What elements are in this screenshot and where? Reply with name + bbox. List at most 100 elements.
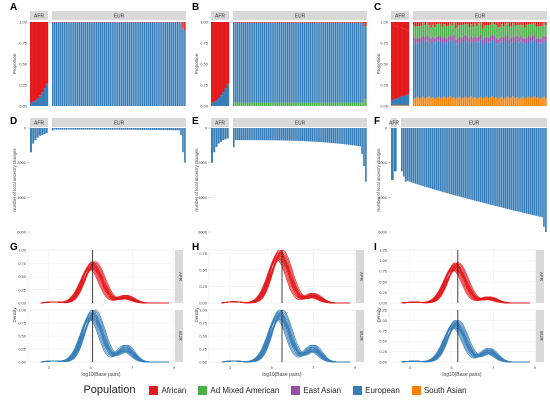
bar-segment <box>504 97 507 106</box>
bar <box>84 128 87 130</box>
bar-segment <box>236 22 239 23</box>
bar-segment <box>402 28 405 96</box>
bar <box>516 128 518 212</box>
panel-letter-h: H <box>192 242 199 253</box>
bar-segment <box>109 22 111 107</box>
bar <box>63 128 66 130</box>
bar-segment <box>430 98 432 106</box>
y-tick-label: 4000 <box>198 195 208 200</box>
bar-segment <box>441 97 444 106</box>
bar-segment <box>180 22 182 107</box>
y-tick-label: 2000 <box>378 160 388 165</box>
y-tick-label: 0.25 <box>379 290 388 295</box>
bar <box>278 128 281 141</box>
bar-segment <box>445 98 448 106</box>
bar <box>332 128 335 144</box>
y-tick-label: 0.00 <box>18 360 27 365</box>
bar-segment <box>439 98 442 106</box>
bar-segment <box>402 105 405 106</box>
bar-segment <box>80 22 83 107</box>
y-tick-label: 0.50 <box>380 62 389 67</box>
bar <box>441 128 443 192</box>
bar-segment <box>420 36 423 42</box>
bar <box>342 128 344 145</box>
bar-segment <box>495 22 497 26</box>
bar-segment <box>265 22 268 23</box>
y-tick-label: 1.00 <box>380 20 389 25</box>
bar-segment <box>292 22 294 23</box>
bar-segment <box>340 102 342 106</box>
legend-item-ad-mixed-american: Ad Mixed American <box>198 385 279 395</box>
bar-segment <box>518 98 520 106</box>
bar <box>475 128 478 202</box>
bar <box>497 128 499 207</box>
bar-segment <box>240 22 243 23</box>
bar-segment <box>493 22 495 25</box>
bar-segment <box>435 36 438 42</box>
y-tick-label: 1.00 <box>19 20 28 25</box>
bar <box>502 128 505 208</box>
bar <box>157 128 159 131</box>
bar <box>454 128 457 196</box>
bar-segment <box>391 24 394 101</box>
bar <box>92 128 94 130</box>
bar-segment <box>351 22 354 23</box>
bar-segment <box>233 102 235 106</box>
bar-segment <box>365 99 367 106</box>
bar-segment <box>518 22 520 26</box>
bar-segment <box>153 22 156 107</box>
legend-title: Population <box>83 384 136 396</box>
bar-segment <box>246 22 248 23</box>
bar-segment <box>491 96 494 106</box>
bar <box>213 128 216 153</box>
bar-segment <box>501 22 503 25</box>
bar-segment <box>326 22 329 103</box>
bar-segment <box>533 39 536 97</box>
bar-segment <box>404 95 407 106</box>
facet-strip-label: EUR <box>469 121 480 127</box>
bar-segment <box>300 22 302 103</box>
bar <box>345 128 348 145</box>
bar-segment <box>455 28 457 40</box>
bar-segment <box>176 22 178 107</box>
bar-segment <box>303 22 306 23</box>
facet-strip-label: AFR <box>389 121 399 127</box>
bar-segment <box>30 102 33 106</box>
bar-segment <box>481 28 484 40</box>
bar-segment <box>254 102 256 106</box>
bar-segment <box>338 102 340 106</box>
bar-segment <box>267 102 270 106</box>
bar <box>527 128 530 215</box>
bar-segment <box>424 98 427 106</box>
bar-segment <box>273 102 275 106</box>
facet-strip-label: AFR <box>359 272 364 282</box>
bar-segment <box>117 22 119 107</box>
bar-segment <box>481 44 484 99</box>
bar <box>39 128 41 136</box>
bar-segment <box>464 34 467 40</box>
bar <box>508 128 511 210</box>
bar <box>267 128 270 141</box>
bar-segment <box>244 102 247 106</box>
bar-segment <box>481 39 484 45</box>
panel-letter-i: I <box>374 242 377 253</box>
bar-segment <box>493 98 495 106</box>
bar-segment <box>470 96 472 106</box>
bar-segment <box>271 22 273 23</box>
bar <box>394 128 397 172</box>
density-line <box>401 262 530 304</box>
bar-segment <box>130 22 133 107</box>
bar-segment <box>514 25 517 38</box>
bar-segment <box>240 22 243 103</box>
bar-segment <box>294 22 296 23</box>
bar <box>535 128 538 216</box>
facet-strip-afr <box>30 118 48 127</box>
bar <box>265 128 268 141</box>
bar-segment <box>464 24 467 35</box>
bar <box>61 128 64 130</box>
facet-strip-label: AFR <box>539 272 544 282</box>
bar <box>412 128 415 183</box>
bar <box>159 128 161 131</box>
bar-segment <box>134 22 136 107</box>
bar-segment <box>406 22 410 31</box>
